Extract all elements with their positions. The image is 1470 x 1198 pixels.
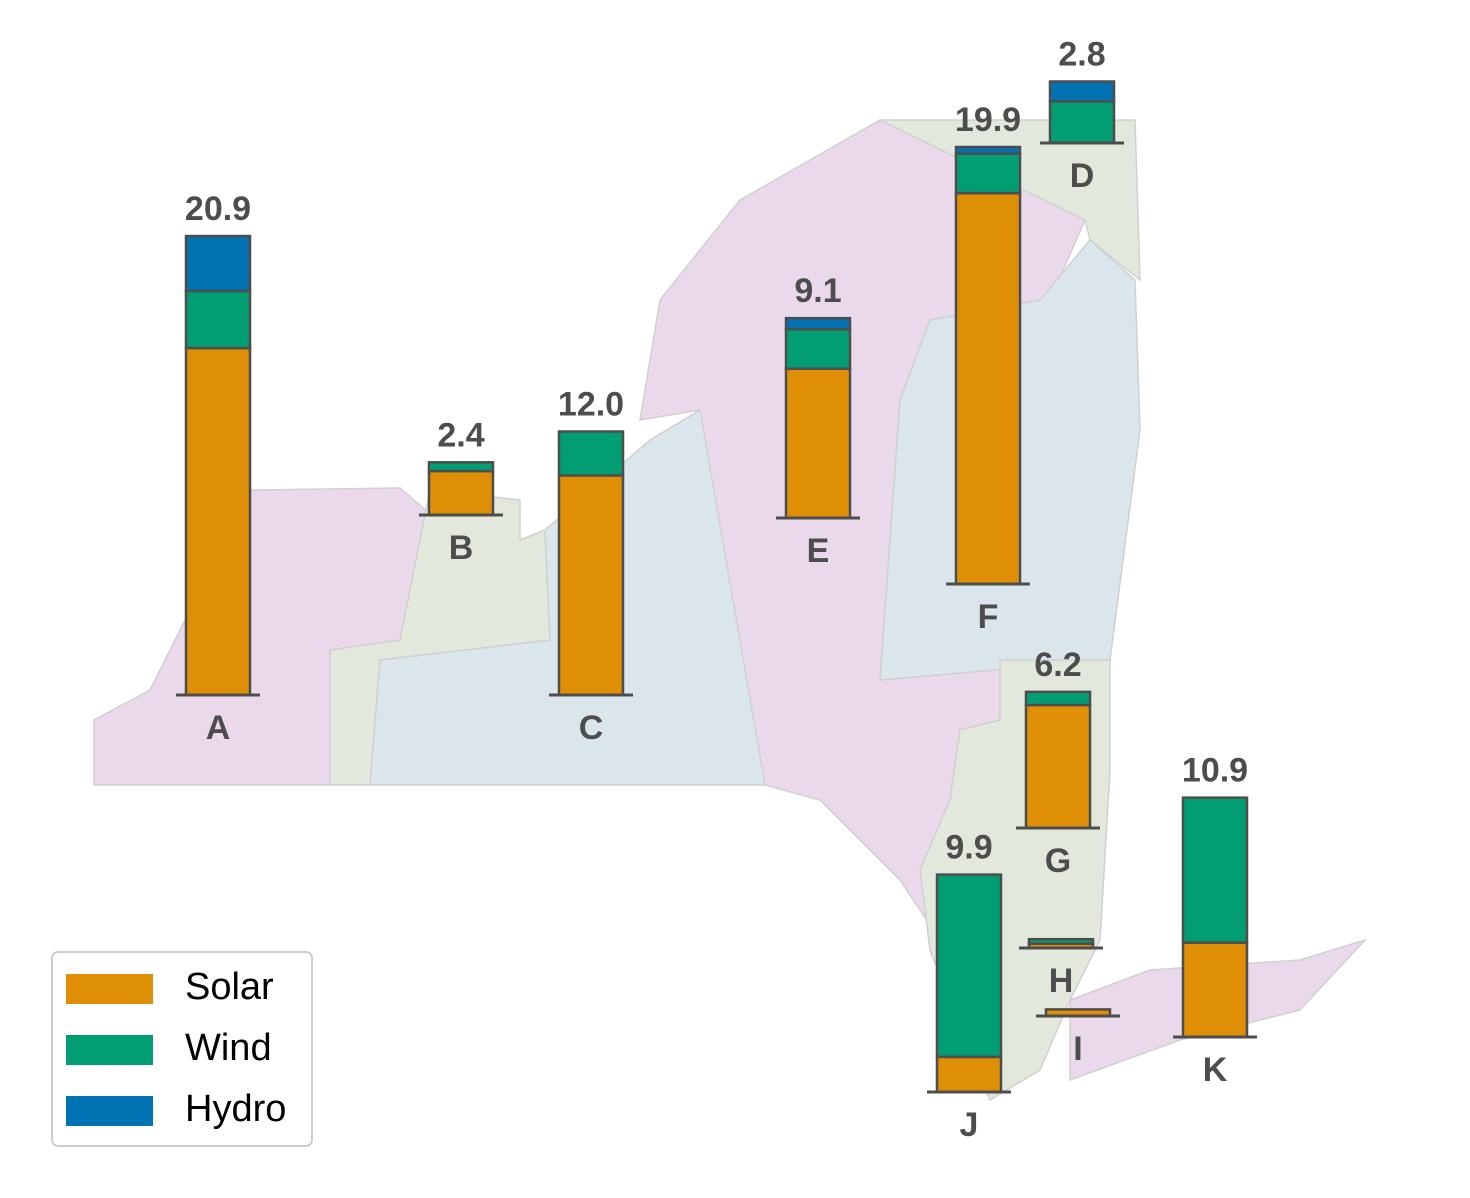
zone-label: K <box>1203 1051 1228 1089</box>
bar-segment <box>954 191 1022 586</box>
zone-label: J <box>960 1106 979 1144</box>
zone-label: E <box>807 532 830 570</box>
bar-segment <box>557 430 625 477</box>
bar-segment <box>1048 100 1116 145</box>
bars: A 20.9 B 2.4 C 12.0 D 2.8 E 9.1 F 19.9 G 6.2 HI J 9.9 K 10… <box>176 36 1257 1144</box>
zone-label: F <box>978 598 999 636</box>
bar-segment <box>1181 796 1249 944</box>
legend-label: Solar <box>185 966 274 1008</box>
total-label: 9.9 <box>945 829 992 867</box>
zone-label: C <box>579 709 604 747</box>
bar-segment <box>427 461 495 473</box>
legend-label: Hydro <box>185 1088 286 1130</box>
total-label: 9.1 <box>794 272 841 310</box>
total-label: 12.0 <box>558 385 624 423</box>
bar-segment <box>1048 80 1116 103</box>
legend-swatch <box>66 974 153 1004</box>
total-label: 2.8 <box>1058 36 1105 74</box>
zone-d-region <box>879 119 1141 282</box>
zone-label: D <box>1070 157 1095 195</box>
bar-segment <box>1181 941 1249 1039</box>
bar-segment <box>184 346 252 697</box>
zone-label: G <box>1045 842 1071 880</box>
total-label: 19.9 <box>955 101 1021 139</box>
bar-segment <box>935 1055 1003 1094</box>
zone-label: A <box>206 709 231 747</box>
bar-segment <box>427 469 495 517</box>
bar-segment <box>784 367 852 520</box>
bar-segment <box>954 152 1022 195</box>
total-label: 6.2 <box>1034 646 1081 684</box>
bar-segment <box>954 145 1022 155</box>
bar-segment <box>1024 703 1092 830</box>
bar-segment <box>1027 937 1095 945</box>
zone-label: I <box>1073 1030 1082 1068</box>
bar-segment <box>557 474 625 697</box>
legend-swatch <box>66 1096 153 1126</box>
bar-segment <box>784 316 852 331</box>
legend-swatch <box>66 1035 153 1065</box>
legend-label: Wind <box>185 1027 272 1069</box>
zone-label: H <box>1049 962 1074 1000</box>
bar-segment <box>935 873 1003 1059</box>
bar-segment <box>184 234 252 293</box>
total-label: 20.9 <box>185 190 251 228</box>
total-label: 10.9 <box>1182 752 1248 790</box>
bar-segment <box>784 327 852 370</box>
zone-label: B <box>449 529 474 567</box>
total-label: 2.4 <box>437 416 484 454</box>
bar-segment <box>1024 690 1092 707</box>
bar-segment <box>184 289 252 350</box>
